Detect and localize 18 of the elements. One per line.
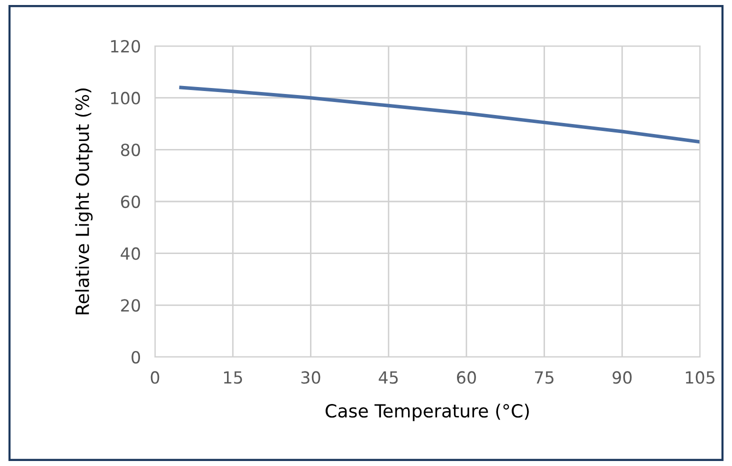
y-tick-label: 40 [120, 247, 140, 260]
y-axis-title: Relative Light Output (%) [75, 88, 93, 314]
x-tick-label: 30 [301, 371, 320, 384]
y-tick-label: 60 [121, 195, 140, 208]
x-tick-label: 90 [612, 371, 632, 384]
x-tick-label: 105 [686, 371, 714, 384]
x-axis-title: Case Temperature (°C) [326, 404, 529, 422]
x-tick-label: 0 [150, 371, 160, 384]
line-series [179, 86, 700, 144]
x-tick-label: 15 [224, 371, 242, 384]
x-tick-label: 75 [535, 371, 554, 384]
x-tick-label: 60 [456, 371, 476, 384]
y-tick-label: 80 [121, 144, 140, 156]
x-tick-label: 45 [378, 371, 398, 384]
y-tick-label: 100 [111, 92, 140, 104]
y-tick-label: 0 [132, 350, 140, 364]
y-tick-label: 20 [121, 299, 140, 312]
y-tick-label: 120 [111, 40, 140, 53]
